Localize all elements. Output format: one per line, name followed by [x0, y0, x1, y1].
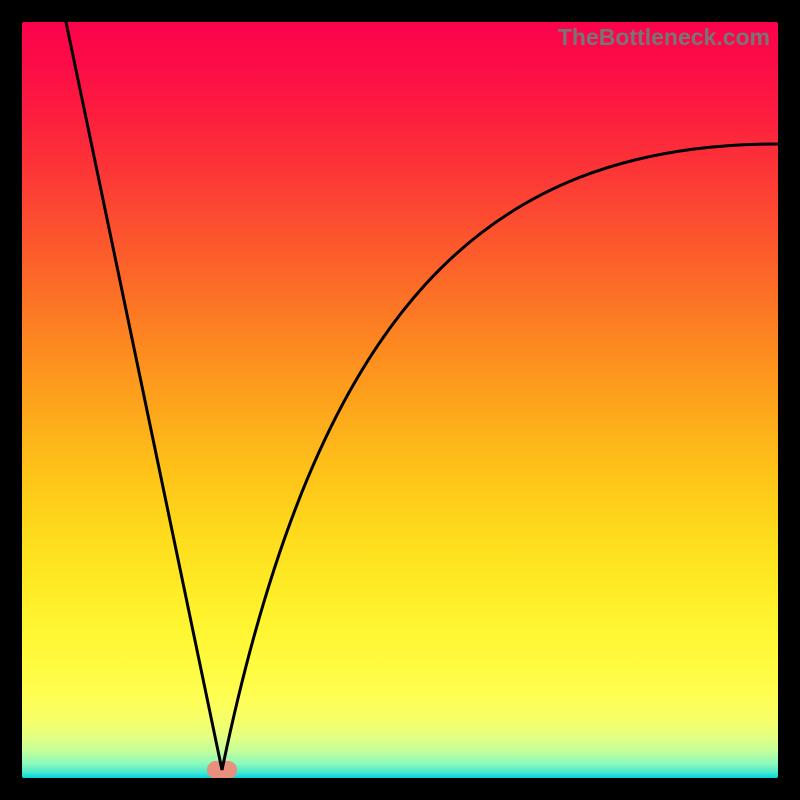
chart-outer-frame: TheBottleneck.com [0, 0, 800, 800]
bottleneck-curve [22, 22, 778, 778]
chart-plot-area: TheBottleneck.com [22, 22, 778, 778]
